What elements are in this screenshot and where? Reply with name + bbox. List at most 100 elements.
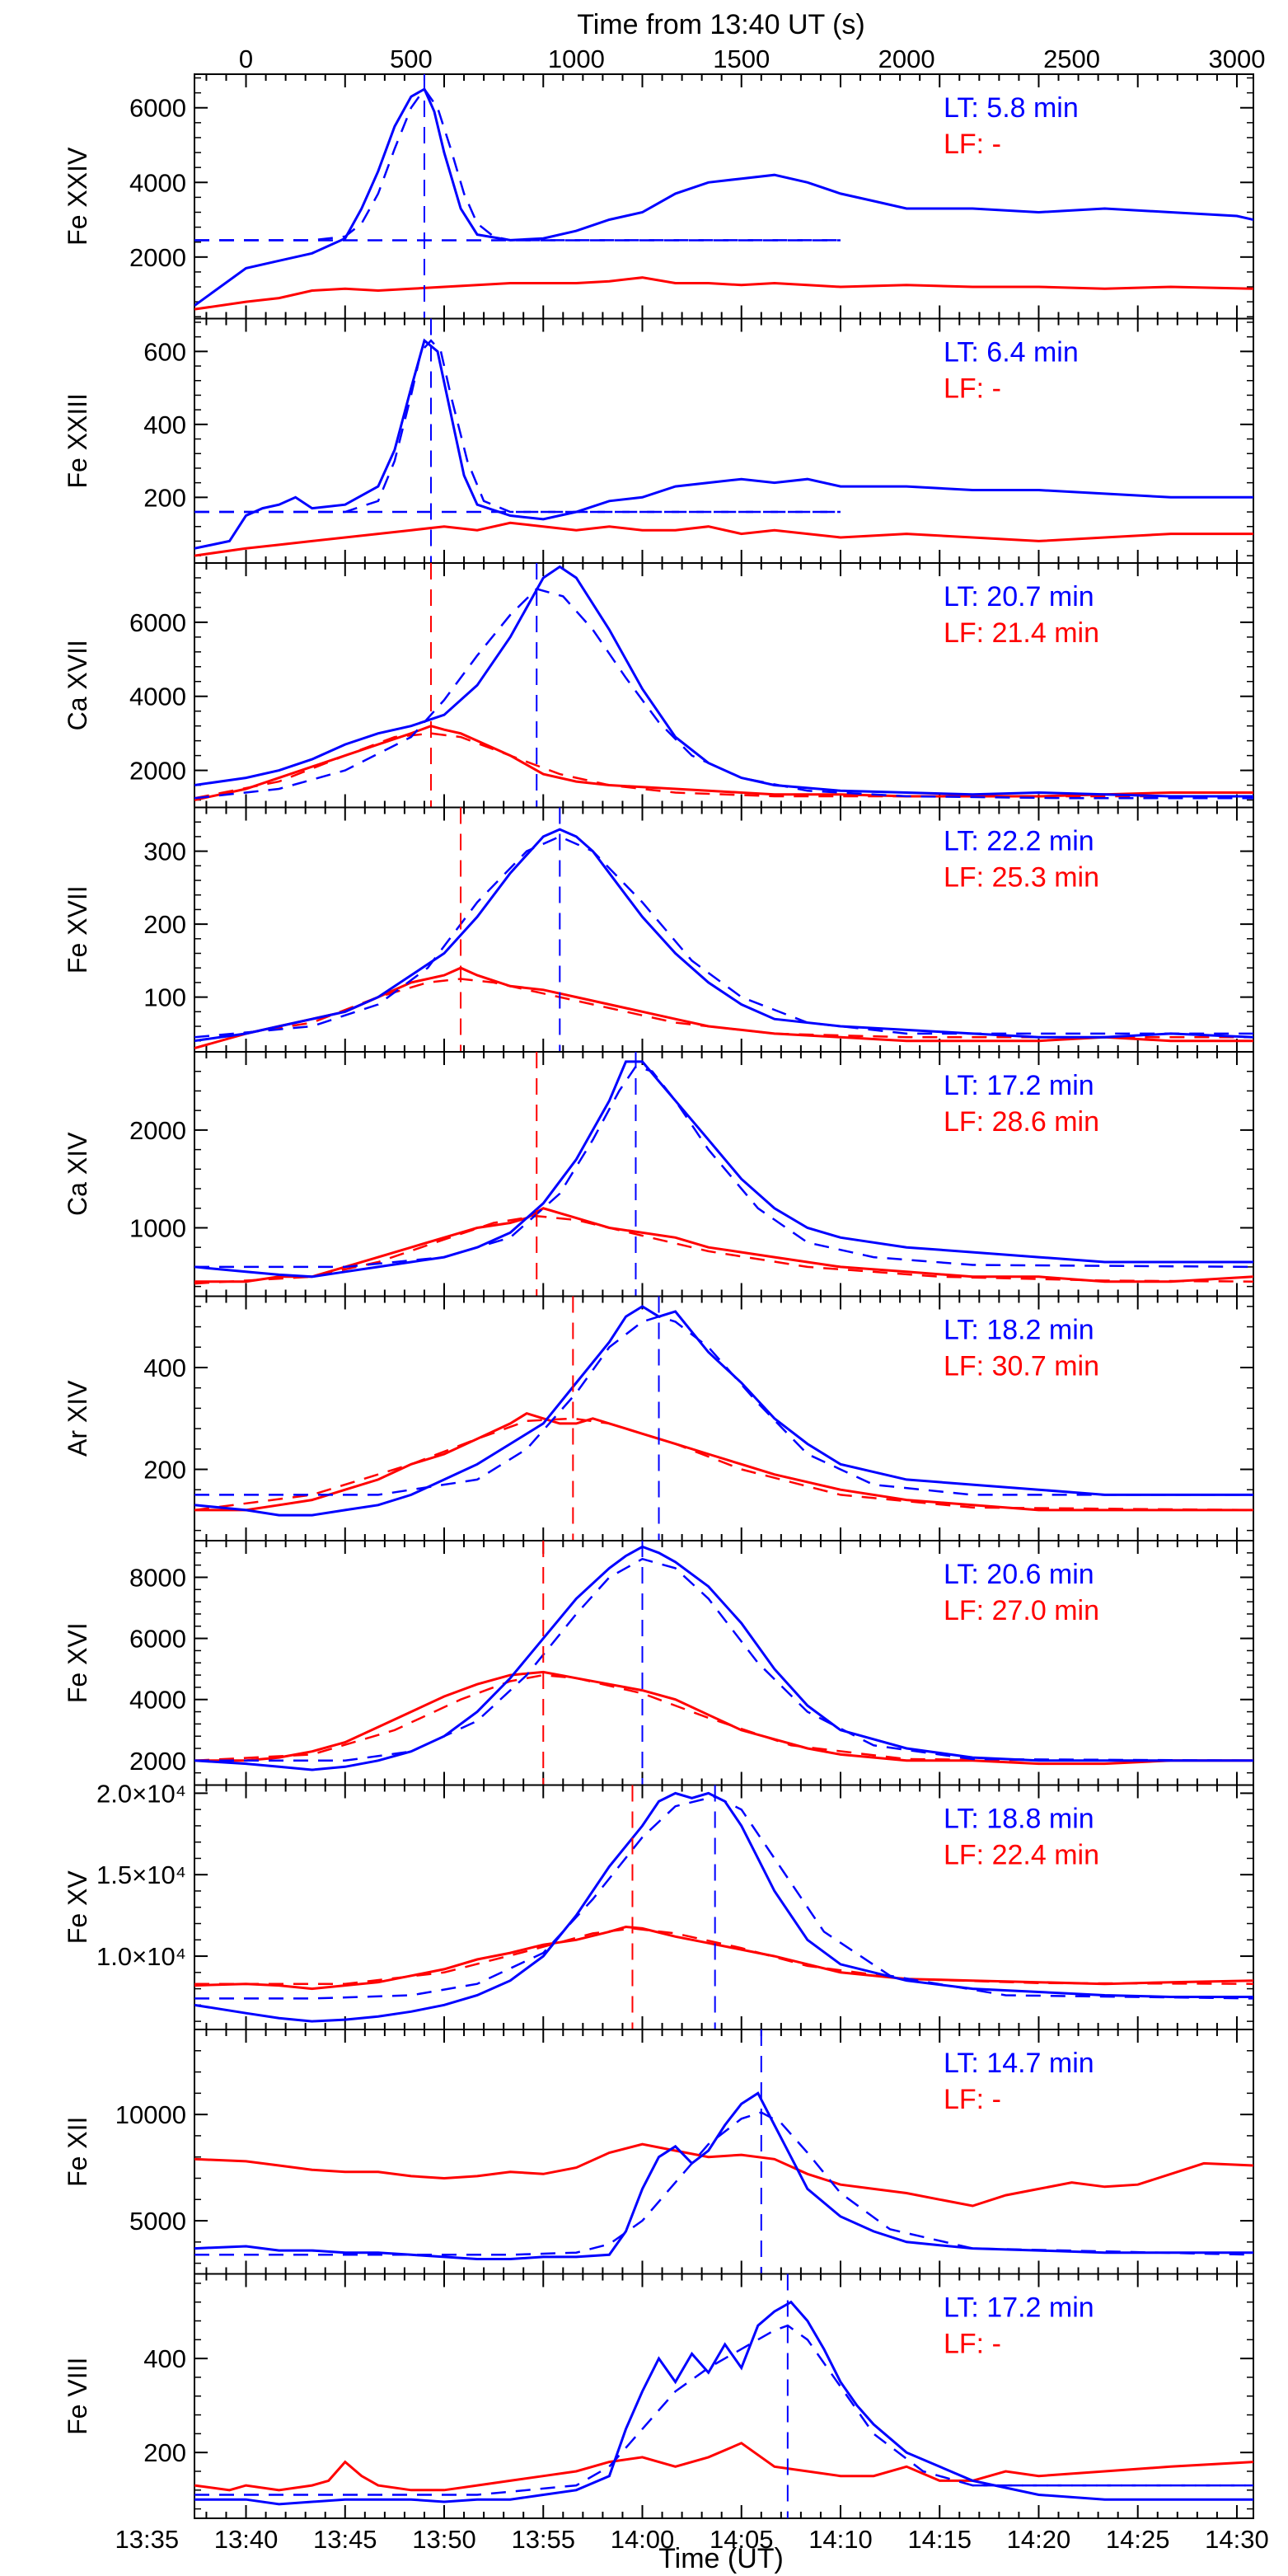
blue-series-line: [194, 565, 1253, 798]
blue-series-line: [194, 87, 1253, 307]
y-tick-label: 2000: [129, 1747, 186, 1776]
lf-label: LF: -: [944, 129, 1001, 160]
panel-fe-xxiii: 200 400 600 Fe XXIII LT: 6.4 min LF: -: [63, 317, 1254, 564]
y-tick-label: 200: [143, 483, 186, 512]
red-series-line: [194, 2142, 1253, 2208]
blue-series-line: [194, 1791, 1253, 2023]
y-tick-label: 2000: [129, 757, 186, 786]
lf-label: LF: -: [944, 373, 1001, 405]
panel-curves: [194, 1052, 1253, 1297]
blue-fit-line: [194, 1795, 1253, 2000]
red-series-line: [194, 276, 1253, 311]
bottom-tick-label: 14:10: [808, 2525, 873, 2554]
red-series-line: [194, 1207, 1253, 1283]
top-tick-label: 2000: [878, 45, 935, 73]
lf-label: LF: 21.4 min: [944, 617, 1099, 649]
panel-curves: [194, 2029, 1253, 2274]
lf-label: LF: 22.4 min: [944, 1840, 1099, 1871]
bottom-tick-label: 14:15: [907, 2525, 972, 2554]
blue-series-line: [194, 1060, 1253, 1279]
panel-frame: [194, 1295, 1254, 1541]
y-tick-label: 400: [143, 411, 186, 439]
bottom-tick-label: 14:30: [1205, 2525, 1269, 2554]
lf-label: LF: 30.7 min: [944, 1351, 1099, 1382]
y-tick-label: 4000: [129, 683, 186, 711]
red-series-line: [194, 2442, 1253, 2492]
panel-ar-xiv: 200 400 Ar XIV LT: 18.2 min LF: 30.7 min: [63, 1295, 1254, 1541]
bottom-tick-label: 13:45: [313, 2525, 377, 2554]
panel-curves: [194, 74, 1253, 319]
lt-label: LT: 18.8 min: [944, 1804, 1094, 1835]
panel-frame: [194, 1784, 1254, 2030]
y-tick-label: 400: [143, 1354, 186, 1382]
y-tick-label: 2.0×10⁴: [96, 1779, 186, 1808]
y-tick-label: 100: [143, 983, 186, 1012]
panel-curves: [194, 1785, 1253, 2029]
lf-label: LF: 25.3 min: [944, 862, 1099, 894]
panel-frame: [194, 2273, 1254, 2519]
top-tick-label: 3000: [1208, 45, 1265, 73]
bottom-tick-label: 14:05: [710, 2525, 774, 2554]
ion-label: Fe XVII: [63, 885, 92, 974]
lt-label: LT: 18.2 min: [944, 1315, 1094, 1346]
top-tick-label: 2500: [1043, 45, 1100, 73]
y-tick-label: 6000: [129, 608, 186, 637]
panel-fe-xv: 1.0×10⁴ 1.5×10⁴ 2.0×10⁴ Fe XV LT: 18.8 min LF…: [63, 1779, 1254, 2030]
lt-label: LT: 22.2 min: [944, 826, 1094, 857]
panel-frame: [194, 1051, 1254, 1297]
ion-label: Fe XXIV: [63, 147, 92, 246]
y-tick-label: 5000: [129, 2207, 186, 2236]
panel-curves: [194, 1296, 1253, 1541]
y-tick-label: 2000: [129, 1116, 186, 1145]
lt-label: LT: 20.7 min: [944, 581, 1094, 612]
panel-fe-xii: 5000 10000 Fe XII LT: 14.7 min LF: -: [63, 2029, 1254, 2275]
panel-curves: [194, 563, 1253, 808]
blue-fit-line: [194, 1315, 1253, 1496]
ion-label: Ca XIV: [63, 1132, 92, 1216]
blue-fit-line: [194, 87, 841, 242]
red-fit-line: [194, 978, 1253, 1042]
panel-fe-xxiv: 2000 4000 6000 Fe XXIV LT: 5.8 min LF: -: [63, 73, 1254, 320]
panel-frame: [194, 73, 1254, 320]
panel-ca-xvii: 2000 4000 6000 Ca XVII LT: 20.7 min LF: 21.4 …: [63, 562, 1254, 809]
y-tick-label: 300: [143, 838, 186, 866]
panel-curves: [194, 1541, 1253, 1785]
blue-series-line: [194, 2091, 1253, 2260]
blue-fit-line: [194, 2111, 1253, 2256]
panel-fe-xvi: 2000 4000 6000 8000 Fe XVI LT: 20.6 min LF: 27…: [63, 1540, 1254, 1786]
y-tick-label: 2000: [129, 243, 186, 272]
lt-label: LT: 14.7 min: [944, 2048, 1094, 2079]
y-tick-label: 6000: [129, 1625, 186, 1654]
y-tick-label: 1000: [129, 1213, 186, 1242]
y-tick-label: 200: [143, 910, 186, 939]
red-series-line: [194, 521, 1253, 557]
panel-curves: [194, 807, 1253, 1052]
ion-label: Ar XIV: [63, 1380, 92, 1457]
lf-label: LF: 27.0 min: [944, 1595, 1099, 1626]
top-tick-label: 0: [239, 45, 253, 73]
red-fit-line: [194, 1927, 1253, 1985]
blue-series-line: [194, 1545, 1253, 1771]
top-tick-label: 1000: [548, 45, 605, 73]
bottom-tick-label: 14:20: [1007, 2525, 1071, 2554]
panel-fe-xvii: 100 200 300 Fe XVII LT: 22.2 min LF: 25.3 min: [63, 806, 1254, 1053]
blue-series-line: [194, 338, 1253, 550]
bottom-tick-label: 14:00: [611, 2525, 675, 2554]
ion-label: Fe XV: [63, 1870, 92, 1945]
top-tick-label: 500: [390, 45, 433, 73]
ion-label: Fe XVI: [63, 1622, 92, 1703]
lf-label: LF: -: [944, 2084, 1001, 2115]
blue-fit-line: [194, 2324, 1253, 2496]
blue-fit-line: [194, 588, 1253, 800]
bottom-axis-label: Time (UT): [658, 2543, 784, 2574]
y-tick-label: 8000: [129, 1563, 186, 1592]
panel-fe-viii: 200 400 Fe VIII LT: 17.2 min LF: -: [63, 2273, 1254, 2519]
panel-frame: [194, 317, 1254, 564]
panel-curves: [194, 318, 1253, 563]
blue-series-line: [194, 2300, 1253, 2506]
blue-fit-line: [194, 1557, 1253, 1762]
lt-label: LT: 20.6 min: [944, 1559, 1094, 1590]
lt-label: LT: 17.2 min: [944, 1070, 1094, 1101]
red-fit-line: [194, 1673, 1253, 1762]
y-tick-label: 200: [143, 2438, 186, 2467]
